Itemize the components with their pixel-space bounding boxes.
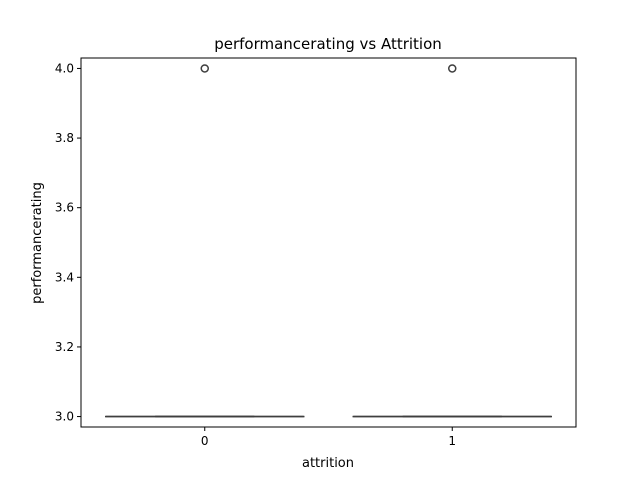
axes-frame: [80, 57, 577, 428]
box-group-1: [352, 64, 552, 418]
outlier-point: [448, 64, 457, 73]
y-axis: 3.0 3.2 3.4 3.6 3.8 4.0: [55, 61, 81, 424]
y-axis-label: performancerating: [30, 182, 45, 304]
outlier-point: [200, 64, 209, 73]
y-tick-label: 3.2: [55, 340, 74, 354]
chart-title: performancerating vs Attrition: [214, 35, 442, 53]
box-group-0: [105, 64, 305, 418]
y-tick-label: 3.6: [55, 201, 74, 215]
x-tick-label: 0: [201, 434, 209, 448]
x-tick-label: 1: [448, 434, 456, 448]
y-tick-label: 3.8: [55, 131, 74, 145]
y-tick-label: 3.0: [55, 410, 74, 424]
y-tick-label: 4.0: [55, 61, 74, 75]
x-axis-label: attrition: [302, 456, 354, 471]
y-tick-label: 3.4: [55, 270, 74, 284]
plot-area: [105, 64, 552, 418]
